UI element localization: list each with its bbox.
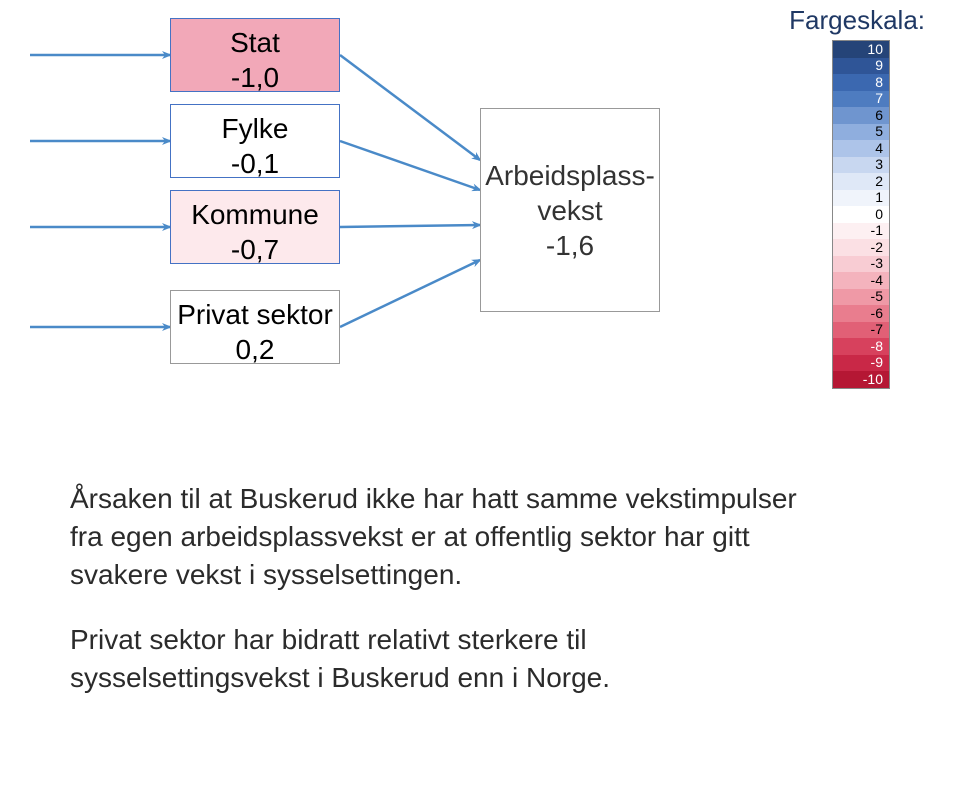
colorscale-cell: 3 xyxy=(833,157,889,174)
input-box-label: Kommune xyxy=(177,197,333,232)
arrow xyxy=(340,225,480,227)
paragraph-1: Årsaken til at Buskerud ikke har hatt sa… xyxy=(70,480,810,593)
colorscale-cell: 5 xyxy=(833,124,889,141)
colorscale-cell: 7 xyxy=(833,91,889,108)
output-box-label-2: vekst xyxy=(537,193,602,228)
colorscale-cell: -2 xyxy=(833,239,889,256)
input-box: Stat-1,0 xyxy=(170,18,340,92)
input-box-label: Privat sektor xyxy=(177,297,333,332)
colorscale-cell: 4 xyxy=(833,140,889,157)
colorscale-cell: -7 xyxy=(833,322,889,339)
input-box-value: -1,0 xyxy=(177,60,333,95)
output-box-value: -1,6 xyxy=(546,228,594,263)
colorscale-cell: -6 xyxy=(833,305,889,322)
input-box: Privat sektor0,2 xyxy=(170,290,340,364)
colorscale: 109876543210-1-2-3-4-5-6-7-8-9-10 xyxy=(832,40,890,389)
colorscale-cell: 6 xyxy=(833,107,889,124)
body-text: Årsaken til at Buskerud ikke har hatt sa… xyxy=(70,480,810,725)
input-box-label: Stat xyxy=(177,25,333,60)
output-box-label-1: Arbeidsplass- xyxy=(485,158,655,193)
output-box: Arbeidsplass-vekst-1,6 xyxy=(480,108,660,312)
colorscale-cell: 9 xyxy=(833,58,889,75)
colorscale-cell: -8 xyxy=(833,338,889,355)
input-box-value: 0,2 xyxy=(177,332,333,367)
arrow xyxy=(340,260,480,327)
colorscale-cell: -3 xyxy=(833,256,889,273)
colorscale-cell: -1 xyxy=(833,223,889,240)
colorscale-cell: -4 xyxy=(833,272,889,289)
input-box: Fylke-0,1 xyxy=(170,104,340,178)
input-box-value: -0,1 xyxy=(177,146,333,181)
colorscale-cell: 2 xyxy=(833,173,889,190)
colorscale-cell: -9 xyxy=(833,355,889,372)
input-box-value: -0,7 xyxy=(177,232,333,267)
colorscale-cell: 10 xyxy=(833,41,889,58)
colorscale-cell: -5 xyxy=(833,289,889,306)
colorscale-cell: 8 xyxy=(833,74,889,91)
colorscale-cell: 0 xyxy=(833,206,889,223)
arrow xyxy=(340,141,480,190)
input-box-label: Fylke xyxy=(177,111,333,146)
colorscale-cell: 1 xyxy=(833,190,889,207)
arrow xyxy=(340,55,480,160)
paragraph-2: Privat sektor har bidratt relativt sterk… xyxy=(70,621,810,697)
diagram-area: Stat-1,0 Fylke-0,1 Kommune-0,7 Privat sekto… xyxy=(0,0,960,420)
input-box: Kommune-0,7 xyxy=(170,190,340,264)
colorscale-title: Fargeskala: xyxy=(785,5,925,36)
colorscale-cell: -10 xyxy=(833,371,889,388)
